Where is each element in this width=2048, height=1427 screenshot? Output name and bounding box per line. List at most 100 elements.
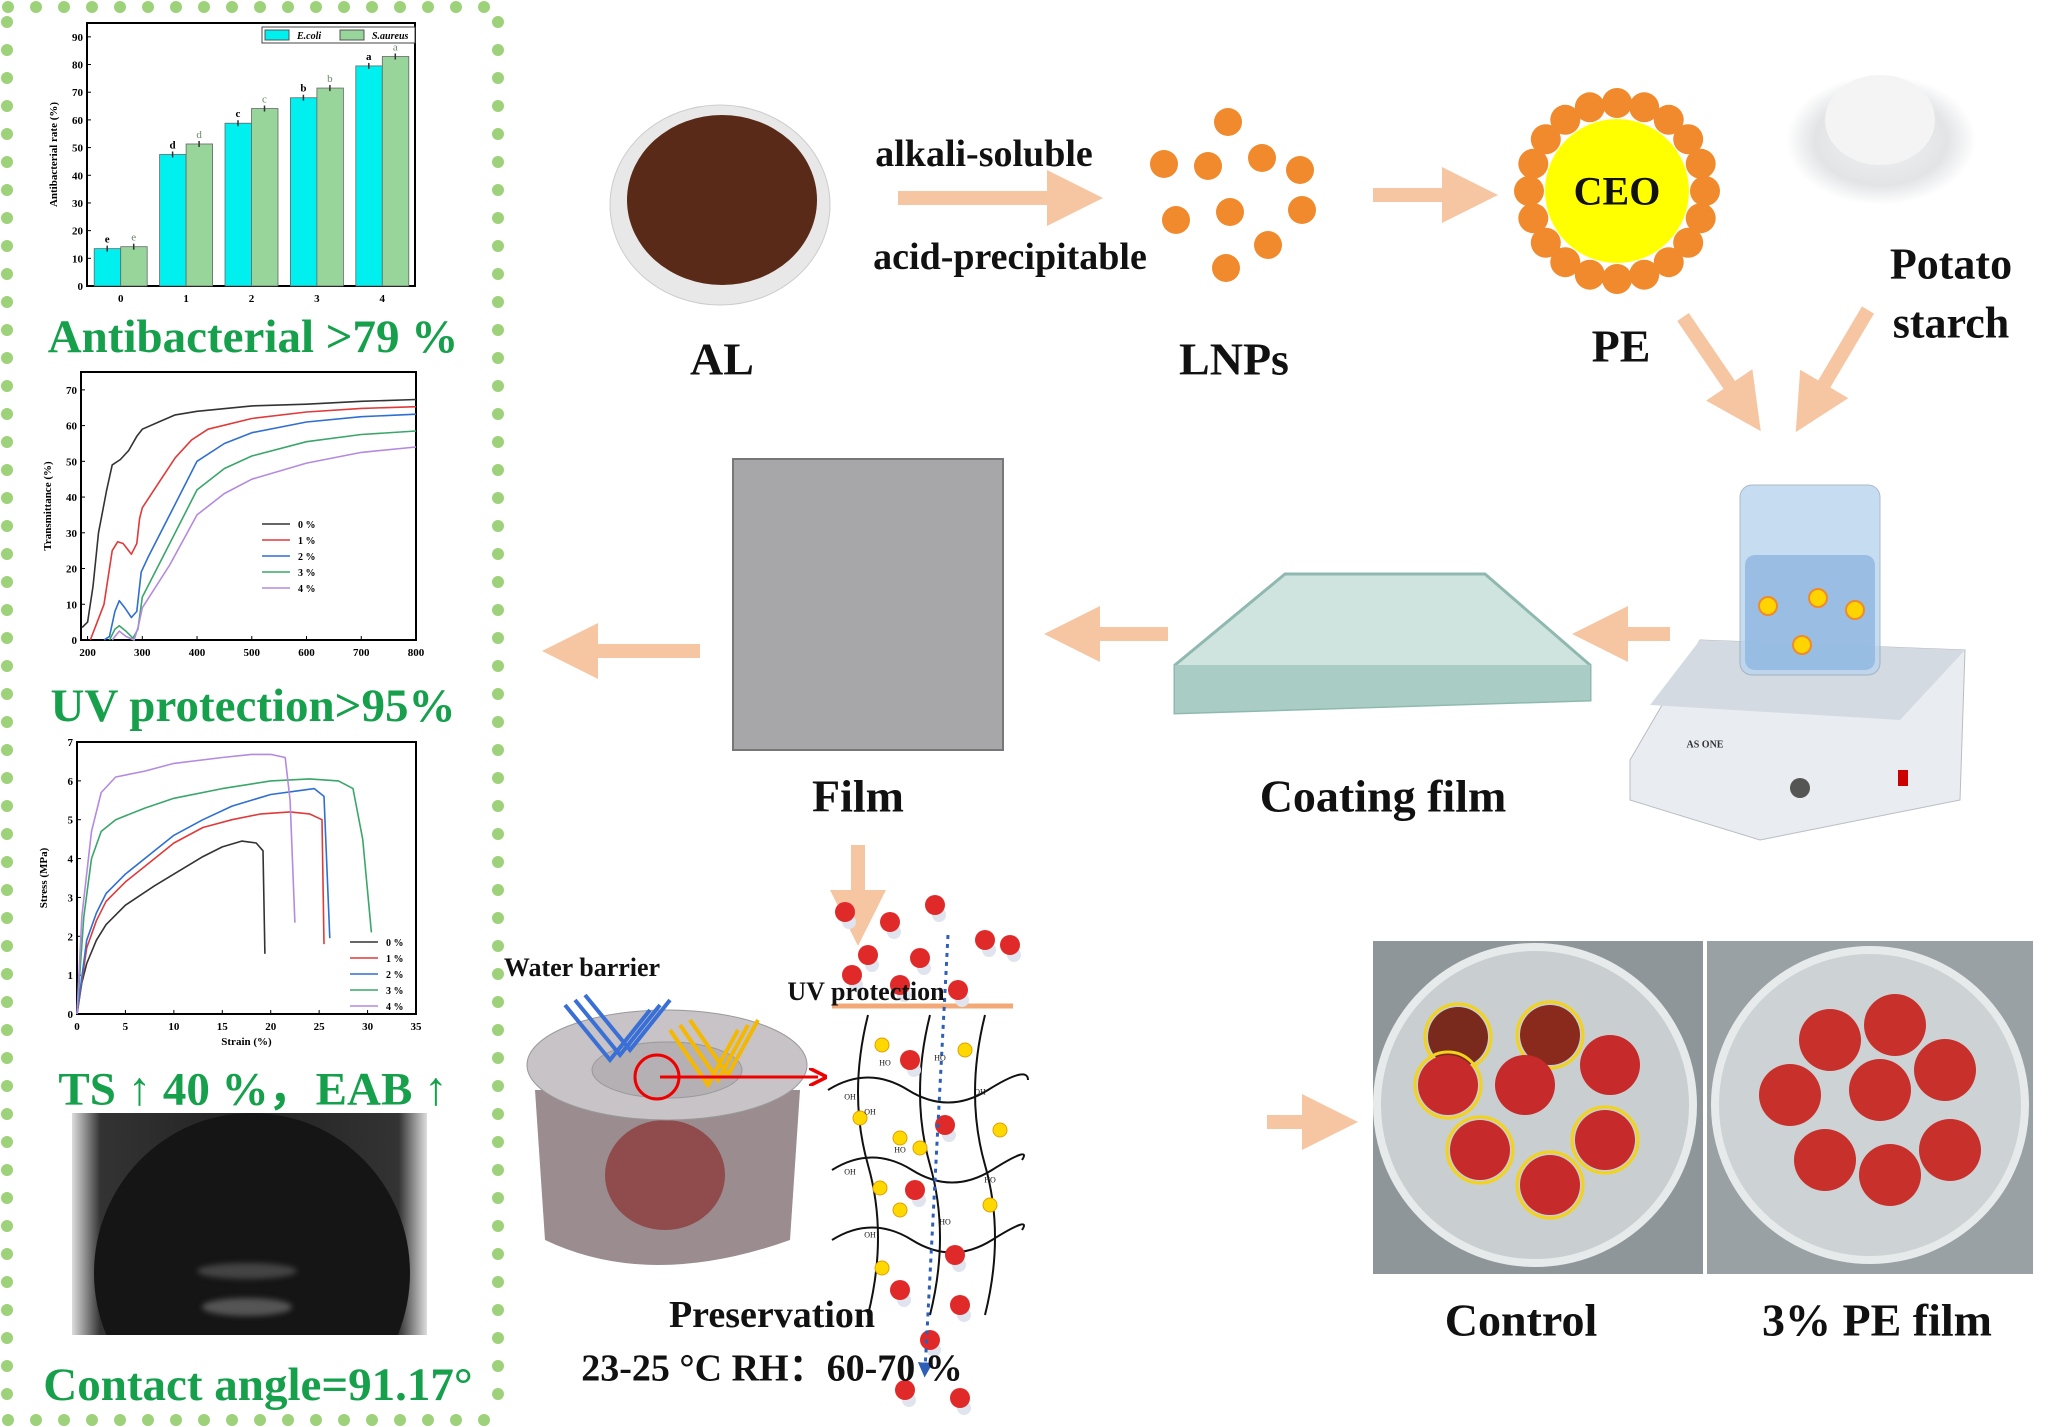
stress-chart-x-axis-label: Strain (%) [221, 1036, 272, 1048]
ceo-molecule [892, 1130, 908, 1146]
transmittance-chart-y-tick-label: 20 [66, 564, 78, 576]
water-molecule [950, 1388, 971, 1415]
bar-chart-x-tick-label: 3 [314, 293, 320, 305]
tomato [1759, 1064, 1821, 1126]
border-dot [310, 1414, 322, 1426]
tomato [1794, 1129, 1856, 1191]
border-dot [492, 492, 504, 504]
border-dot [450, 1, 462, 13]
hydroxyl-label: HO [879, 1058, 891, 1068]
border-dot [492, 1164, 504, 1176]
significance-letter: e [131, 232, 136, 244]
water-molecule [895, 1380, 916, 1407]
water-molecule [950, 1295, 971, 1322]
uv-protection-label: UV protection [787, 977, 945, 1006]
border-dot [30, 1414, 42, 1426]
significance-letter: c [262, 94, 267, 106]
tomato [1418, 1055, 1478, 1115]
water-molecule [900, 1050, 921, 1077]
border-dot [1, 632, 13, 644]
border-dot [1, 688, 13, 700]
tomato [1520, 1005, 1580, 1065]
oxygen-atom [835, 902, 855, 922]
stress-chart-x-tick-label: 10 [168, 1021, 180, 1033]
transmittance-chart-y-tick-label: 50 [66, 456, 78, 468]
border-dot [492, 156, 504, 168]
ceo-molecule [957, 1042, 973, 1058]
spoilage-marker [1515, 1150, 1585, 1220]
antibacterial-headline: Antibacterial >79 % [47, 311, 459, 363]
stress-chart-y-axis-label: Stress (MPa) [38, 847, 50, 908]
oxygen-atom [925, 895, 945, 915]
oxygen-atom [950, 1295, 970, 1315]
border-dot [492, 800, 504, 812]
oxygen-atom [890, 1280, 910, 1300]
significance-letter: a [393, 41, 398, 53]
border-dot [1, 324, 13, 336]
transmittance-chart-series-0pct [81, 398, 417, 629]
border-dot [282, 1414, 294, 1426]
border-dot [1, 1276, 13, 1288]
significance-letter: d [196, 129, 202, 141]
border-dot [492, 1276, 504, 1288]
border-dot [86, 1414, 98, 1426]
tomato [1864, 994, 1926, 1056]
pe-ring-particle [1653, 104, 1684, 135]
water-molecule [925, 895, 946, 922]
border-dot [1, 968, 13, 980]
stress-chart-series-1pct [76, 811, 325, 1015]
transmittance-chart-y-axis-label: Transmittance (%) [42, 461, 54, 551]
stress-chart-legend-label: 1 % [386, 954, 404, 965]
border-dot [492, 1304, 504, 1316]
border-dot [492, 660, 504, 672]
ceo-molecule [874, 1260, 890, 1276]
tomato [1450, 1120, 1510, 1180]
border-dot [492, 268, 504, 280]
border-dot [1, 940, 13, 952]
hydroxyl-label: OH [864, 1230, 876, 1240]
bar-saureus-0 [120, 246, 148, 287]
border-dot [142, 1414, 154, 1426]
significance-letter: e [105, 234, 110, 246]
conditions-label: 23-25 °C RH：60-70 % [581, 1347, 963, 1390]
stress-chart-x-tick-label: 35 [411, 1021, 423, 1033]
control-tomato-photo [1373, 941, 1703, 1274]
significance-letter: b [300, 83, 306, 95]
border-dot [492, 1080, 504, 1092]
stress-chart-y-tick-label: 0 [68, 1009, 74, 1021]
ceo-molecule [992, 1122, 1008, 1138]
border-dot [1, 1304, 13, 1316]
border-dot [170, 1414, 182, 1426]
pe-particle [1514, 88, 1720, 294]
tomato [1520, 1155, 1580, 1215]
transmittance-chart-series-3pct [108, 430, 417, 641]
border-dot [1, 576, 13, 588]
border-dot [1, 716, 13, 728]
border-dot [492, 1360, 504, 1372]
transmittance-chart-y-tick-label: 70 [66, 385, 78, 397]
border-dot [282, 1, 294, 13]
border-dot [1, 436, 13, 448]
border-dot [492, 1332, 504, 1344]
transmittance-chart-legend-label: 2 % [298, 552, 316, 563]
border-dot [1, 16, 13, 28]
spoilage-marker [1515, 1000, 1585, 1070]
border-dot [492, 968, 504, 980]
transmittance-chart-series-2pct [103, 413, 417, 641]
ceo-molecule [912, 1140, 928, 1156]
border-dot [394, 1414, 406, 1426]
bar-chart-y-tick-label: 40 [72, 170, 84, 182]
border-dot [492, 296, 504, 308]
tomato [1495, 1055, 1555, 1115]
border-dot [1, 464, 13, 476]
ceo-molecule [892, 1202, 908, 1218]
border-dot [1, 100, 13, 112]
border-dot [422, 1, 434, 13]
oxygen-atom [900, 1050, 920, 1070]
border-dot [1, 772, 13, 784]
border-dot [492, 72, 504, 84]
transmittance-chart-y-tick-label: 40 [66, 492, 78, 504]
border-dot [492, 1136, 504, 1148]
bar-chart-x-tick-label: 1 [183, 293, 189, 305]
bar-chart-x-tick-label: 0 [118, 293, 124, 305]
